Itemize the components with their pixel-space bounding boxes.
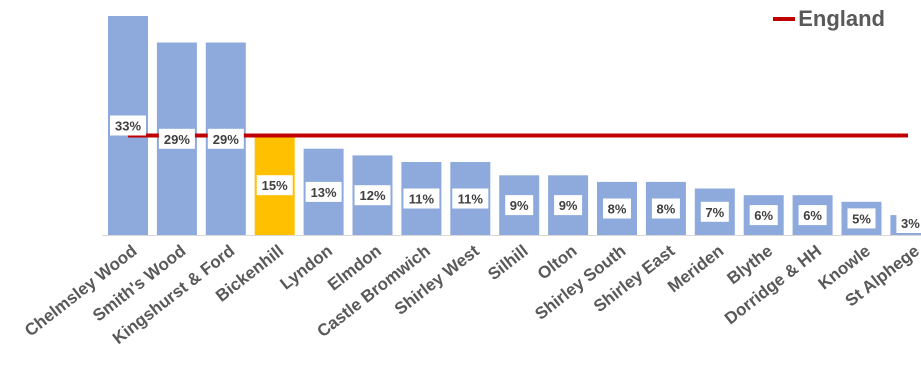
data-label-box	[603, 198, 631, 219]
data-label-box	[403, 188, 440, 209]
data-label-text: 6%	[754, 208, 773, 223]
data-label-text: 11%	[409, 192, 435, 207]
data-label-smith-s-wood: 29%	[158, 128, 195, 149]
data-label-text: 11%	[458, 192, 484, 207]
data-label-text: 7%	[705, 205, 724, 220]
data-label-text: 29%	[164, 132, 190, 147]
data-label-shirley-east: 8%	[651, 198, 680, 219]
legend-label: England	[798, 6, 885, 31]
legend: England	[773, 6, 885, 32]
data-labels-group: 33% 29% 29% 15% 13% 12% 11% 11% 9% 9% 8% 8% 7% 6% 6% 5%…	[110, 115, 921, 233]
data-label-bickenhill: 15%	[256, 175, 293, 196]
category-label-meriden: Meriden	[664, 241, 727, 296]
data-label-box	[505, 195, 534, 216]
data-label-box	[749, 205, 778, 226]
category-label-silhill: Silhill	[484, 241, 531, 284]
data-label-silhill: 9%	[505, 195, 534, 216]
data-label-kingshurst-and-ford: 29%	[207, 128, 244, 149]
data-label-box	[207, 128, 244, 149]
data-label-lyndon: 13%	[305, 181, 342, 202]
category-label-shirley-west: Shirley West	[391, 241, 483, 319]
data-label-box	[452, 188, 489, 209]
data-label-elmdon: 12%	[354, 185, 391, 206]
data-label-dorridge-and-hh: 6%	[798, 205, 827, 226]
data-label-shirley-west: 11%	[452, 188, 489, 209]
data-label-knowle: 5%	[847, 208, 876, 229]
data-label-blythe: 6%	[749, 205, 778, 226]
data-label-text: 8%	[657, 202, 676, 217]
data-label-box	[554, 195, 583, 216]
data-label-box	[158, 128, 195, 149]
data-label-text: 8%	[608, 202, 627, 217]
data-label-text: 15%	[262, 178, 288, 193]
data-label-box	[847, 208, 876, 229]
data-label-text: 6%	[803, 208, 822, 223]
data-label-st-alphege: 3%	[896, 213, 921, 233]
data-label-text: 12%	[359, 188, 385, 203]
data-label-text: 3%	[901, 216, 920, 231]
data-label-box	[700, 201, 729, 222]
data-label-box	[110, 115, 146, 136]
data-label-text: 9%	[510, 198, 529, 213]
data-label-text: 5%	[852, 211, 871, 226]
data-label-text: 13%	[311, 185, 337, 200]
data-label-chelmsley-wood: 33%	[110, 115, 146, 136]
data-label-box	[354, 185, 391, 206]
data-label-box	[896, 213, 921, 233]
data-label-text: 33%	[115, 119, 141, 134]
category-label-lyndon: Lyndon	[276, 241, 336, 293]
data-label-box	[798, 205, 827, 226]
data-label-box	[651, 198, 680, 219]
data-label-text: 29%	[213, 132, 239, 147]
data-label-olton: 9%	[554, 195, 583, 216]
data-label-meriden: 7%	[700, 201, 729, 222]
data-label-shirley-south: 8%	[603, 198, 631, 219]
legend-line-swatch	[773, 17, 796, 21]
data-label-castle-bromwich: 11%	[403, 188, 440, 209]
data-label-box	[305, 181, 342, 202]
data-label-box	[256, 175, 293, 196]
data-label-text: 9%	[559, 198, 578, 213]
